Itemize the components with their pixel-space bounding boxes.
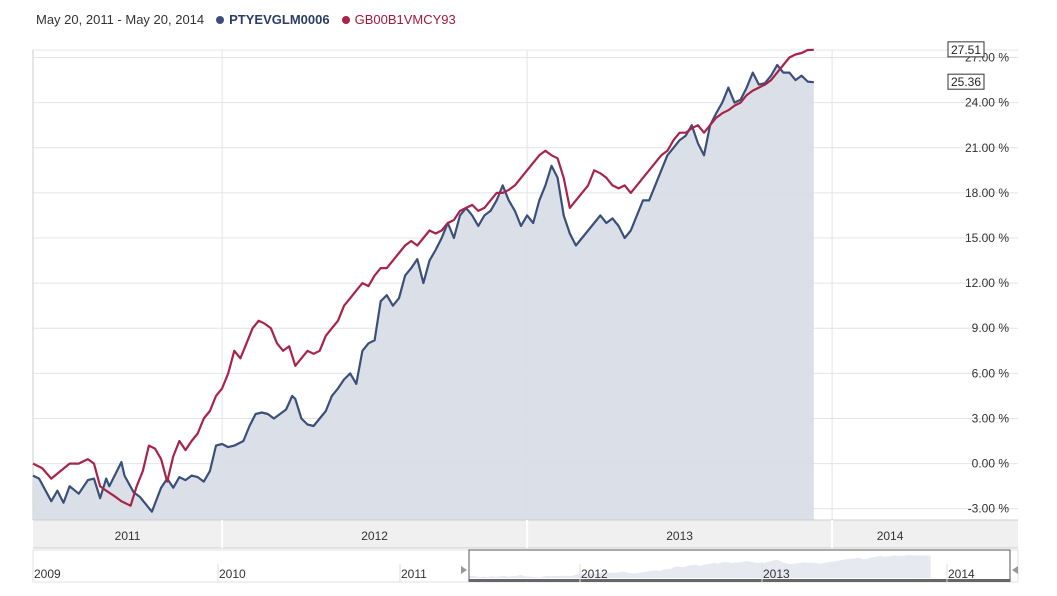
series-lines: [32, 48, 814, 513]
y-tick-label: 6.00 %: [972, 366, 1010, 380]
year-label: 2014: [877, 529, 904, 543]
navigator-year-label: 2011: [401, 567, 427, 581]
navigator-year-label: 2014: [948, 567, 975, 581]
navigator-scrollbar[interactable]: [469, 579, 1010, 582]
legend-item-series2[interactable]: GB00B1VMCY93: [341, 12, 456, 27]
y-tick-label: 3.00 %: [972, 411, 1010, 425]
legend-dot-icon: [341, 15, 350, 24]
year-label: 2013: [666, 529, 693, 543]
year-label: 2011: [115, 529, 141, 543]
legend-item-series1[interactable]: PTYEVGLM0006: [216, 12, 330, 27]
chart-header: May 20, 2011 - May 20, 2014 PTYEVGLM0006…: [36, 12, 456, 27]
navigator[interactable]: 2009 2010 2011 2012 2013 2014: [32, 549, 1019, 583]
last-value-labels: 25.36 27.51: [947, 41, 985, 90]
y-tick-label: 21.00 %: [965, 141, 1009, 155]
y-tick-label: 12.00 %: [965, 276, 1009, 290]
year-band-background: [33, 520, 1018, 548]
y-tick-label: 0.00 %: [972, 457, 1010, 471]
y-tick-label: 24.00 %: [965, 96, 1009, 110]
navigator-year-label: 2009: [34, 567, 61, 581]
series-line-2[interactable]: [32, 48, 814, 507]
last-value-label-2: 27.51: [947, 41, 985, 58]
navigator-mini-area: [469, 554, 931, 578]
year-axis: 2011 2012 2013 2014: [33, 519, 1018, 549]
y-tick-label: -3.00 %: [968, 502, 1010, 516]
legend-dot-icon: [216, 15, 225, 24]
svg-text:27.51: 27.51: [951, 43, 981, 57]
legend-label-series1: PTYEVGLM0006: [229, 12, 330, 27]
y-tick-label: 9.00 %: [972, 321, 1010, 335]
navigator-year-label: 2010: [219, 567, 246, 581]
last-value-label-1: 25.36: [947, 73, 985, 90]
navigator-left-handle-icon[interactable]: [461, 566, 467, 574]
navigator-year-label: 2012: [581, 567, 608, 581]
series-line-1[interactable]: [32, 63, 814, 513]
y-tick-label: 15.00 %: [965, 231, 1009, 245]
y-tick-label: 18.00 %: [965, 186, 1009, 200]
series-area-1: [33, 65, 814, 520]
date-range: May 20, 2011 - May 20, 2014: [36, 12, 205, 27]
legend-label-series2: GB00B1VMCY93: [354, 12, 456, 27]
svg-text:25.36: 25.36: [951, 75, 981, 89]
year-label: 2012: [361, 529, 388, 543]
series-areas: [33, 65, 814, 520]
navigator-year-label: 2013: [763, 567, 790, 581]
navigator-window[interactable]: [468, 549, 1011, 582]
navigator-right-handle-icon[interactable]: [1012, 566, 1018, 574]
y-axis-labels: -3.00 % 0.00 % 3.00 % 6.00 % 9.00 % 12.00 % 15…: [965, 51, 1009, 516]
